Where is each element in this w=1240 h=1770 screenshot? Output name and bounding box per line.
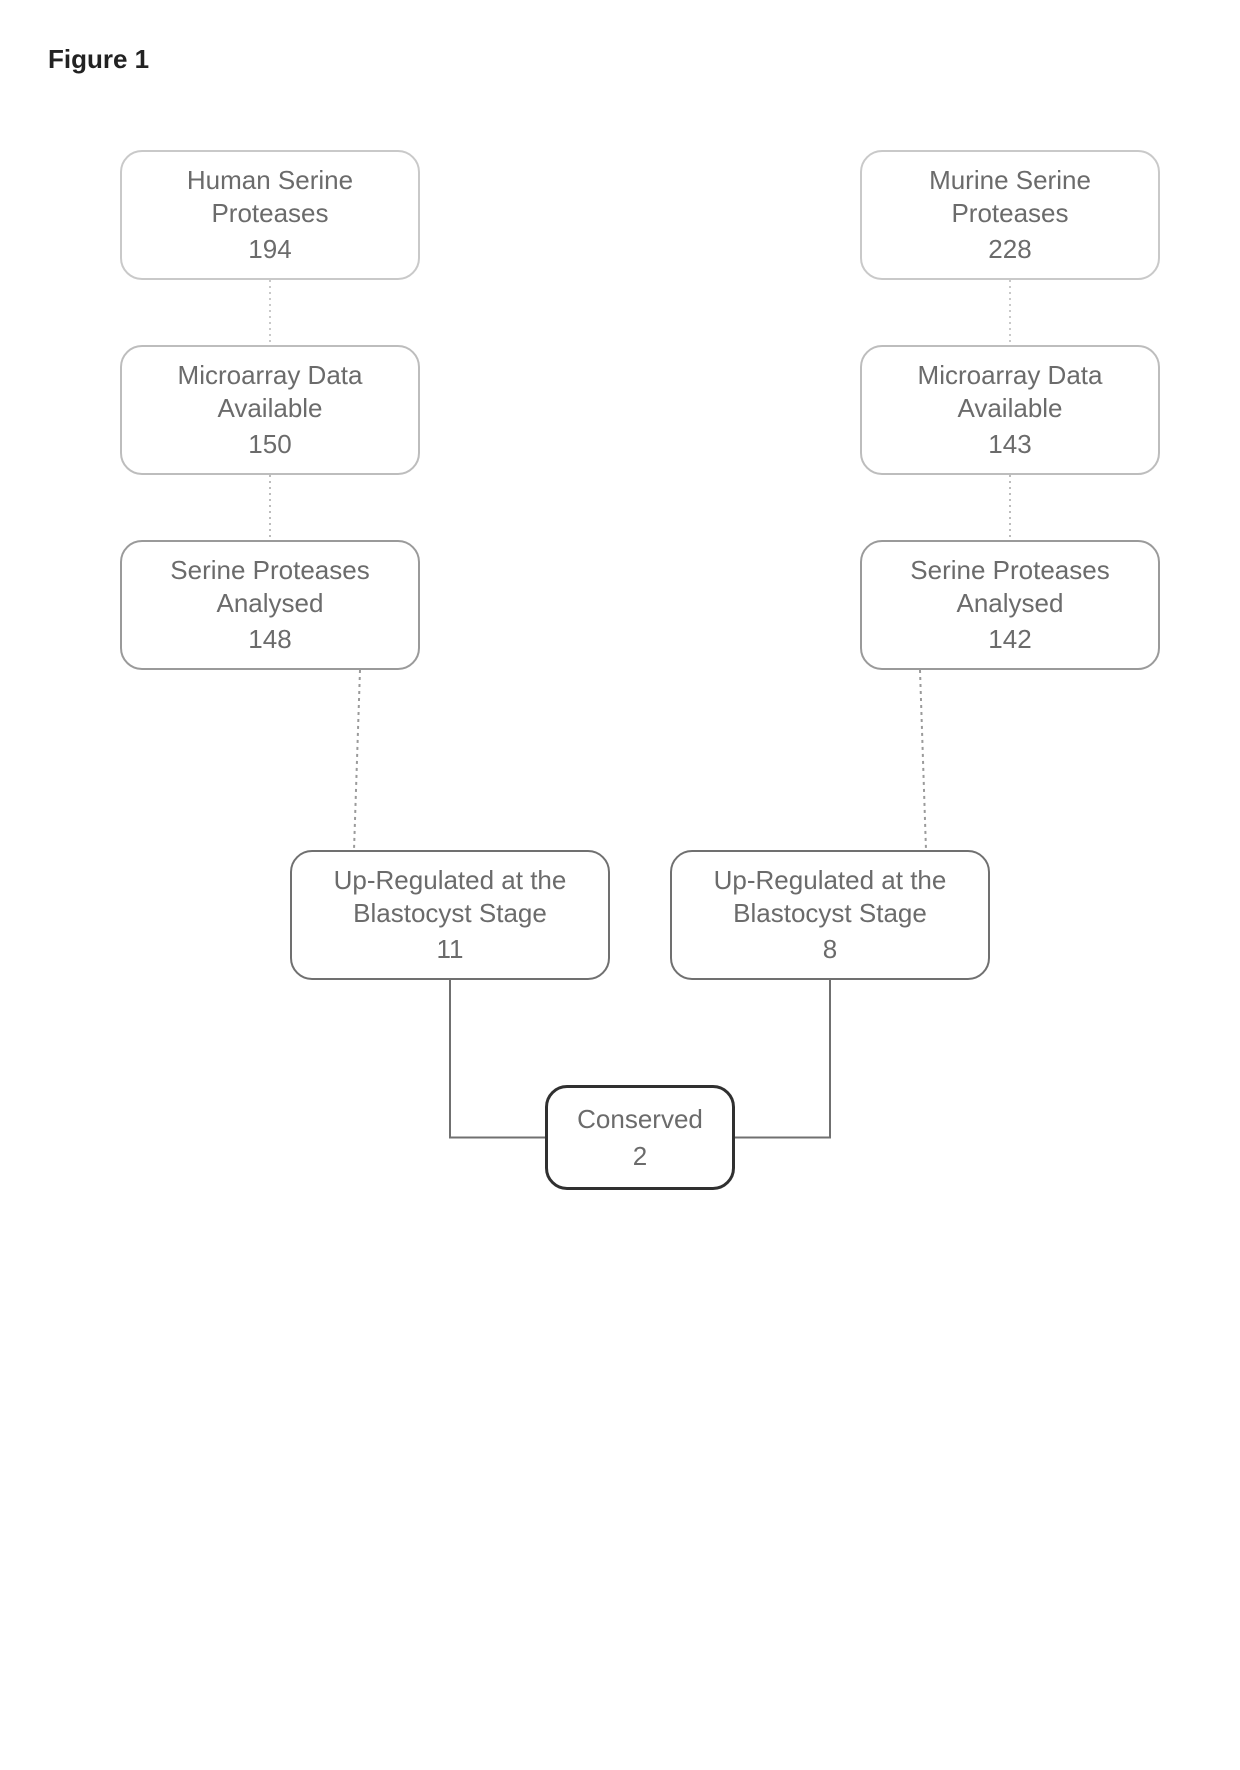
edge-m4-c — [735, 980, 830, 1138]
node-label: Microarray Data Available — [918, 359, 1103, 424]
node-value: 8 — [823, 933, 837, 966]
node-label: Conserved — [577, 1103, 703, 1136]
node-label: Serine Proteases Analysed — [910, 554, 1109, 619]
node-value: 143 — [988, 428, 1031, 461]
node-h4: Up-Regulated at the Blastocyst Stage 11 — [290, 850, 610, 980]
node-label: Human Serine Proteases — [187, 164, 353, 229]
node-label: Up-Regulated at the Blastocyst Stage — [714, 864, 947, 929]
node-label: Serine Proteases Analysed — [170, 554, 369, 619]
edge-m3-m4 — [920, 670, 926, 850]
node-label: Murine Serine Proteases — [929, 164, 1091, 229]
node-value: 2 — [633, 1140, 647, 1173]
node-value: 142 — [988, 623, 1031, 656]
node-h1: Human Serine Proteases 194 — [120, 150, 420, 280]
node-m1: Murine Serine Proteases 228 — [860, 150, 1160, 280]
figure-title: Figure 1 — [48, 44, 149, 75]
node-value: 150 — [248, 428, 291, 461]
node-value: 228 — [988, 233, 1031, 266]
node-h3: Serine Proteases Analysed 148 — [120, 540, 420, 670]
node-value: 11 — [437, 933, 464, 966]
node-h2: Microarray Data Available 150 — [120, 345, 420, 475]
node-c: Conserved 2 — [545, 1085, 735, 1190]
node-label: Microarray Data Available — [178, 359, 363, 424]
edge-h3-h4 — [354, 670, 360, 850]
node-value: 148 — [248, 623, 291, 656]
node-m4: Up-Regulated at the Blastocyst Stage 8 — [670, 850, 990, 980]
node-value: 194 — [248, 233, 291, 266]
node-m2: Microarray Data Available 143 — [860, 345, 1160, 475]
node-label: Up-Regulated at the Blastocyst Stage — [334, 864, 567, 929]
edge-h4-c — [450, 980, 545, 1138]
node-m3: Serine Proteases Analysed 142 — [860, 540, 1160, 670]
